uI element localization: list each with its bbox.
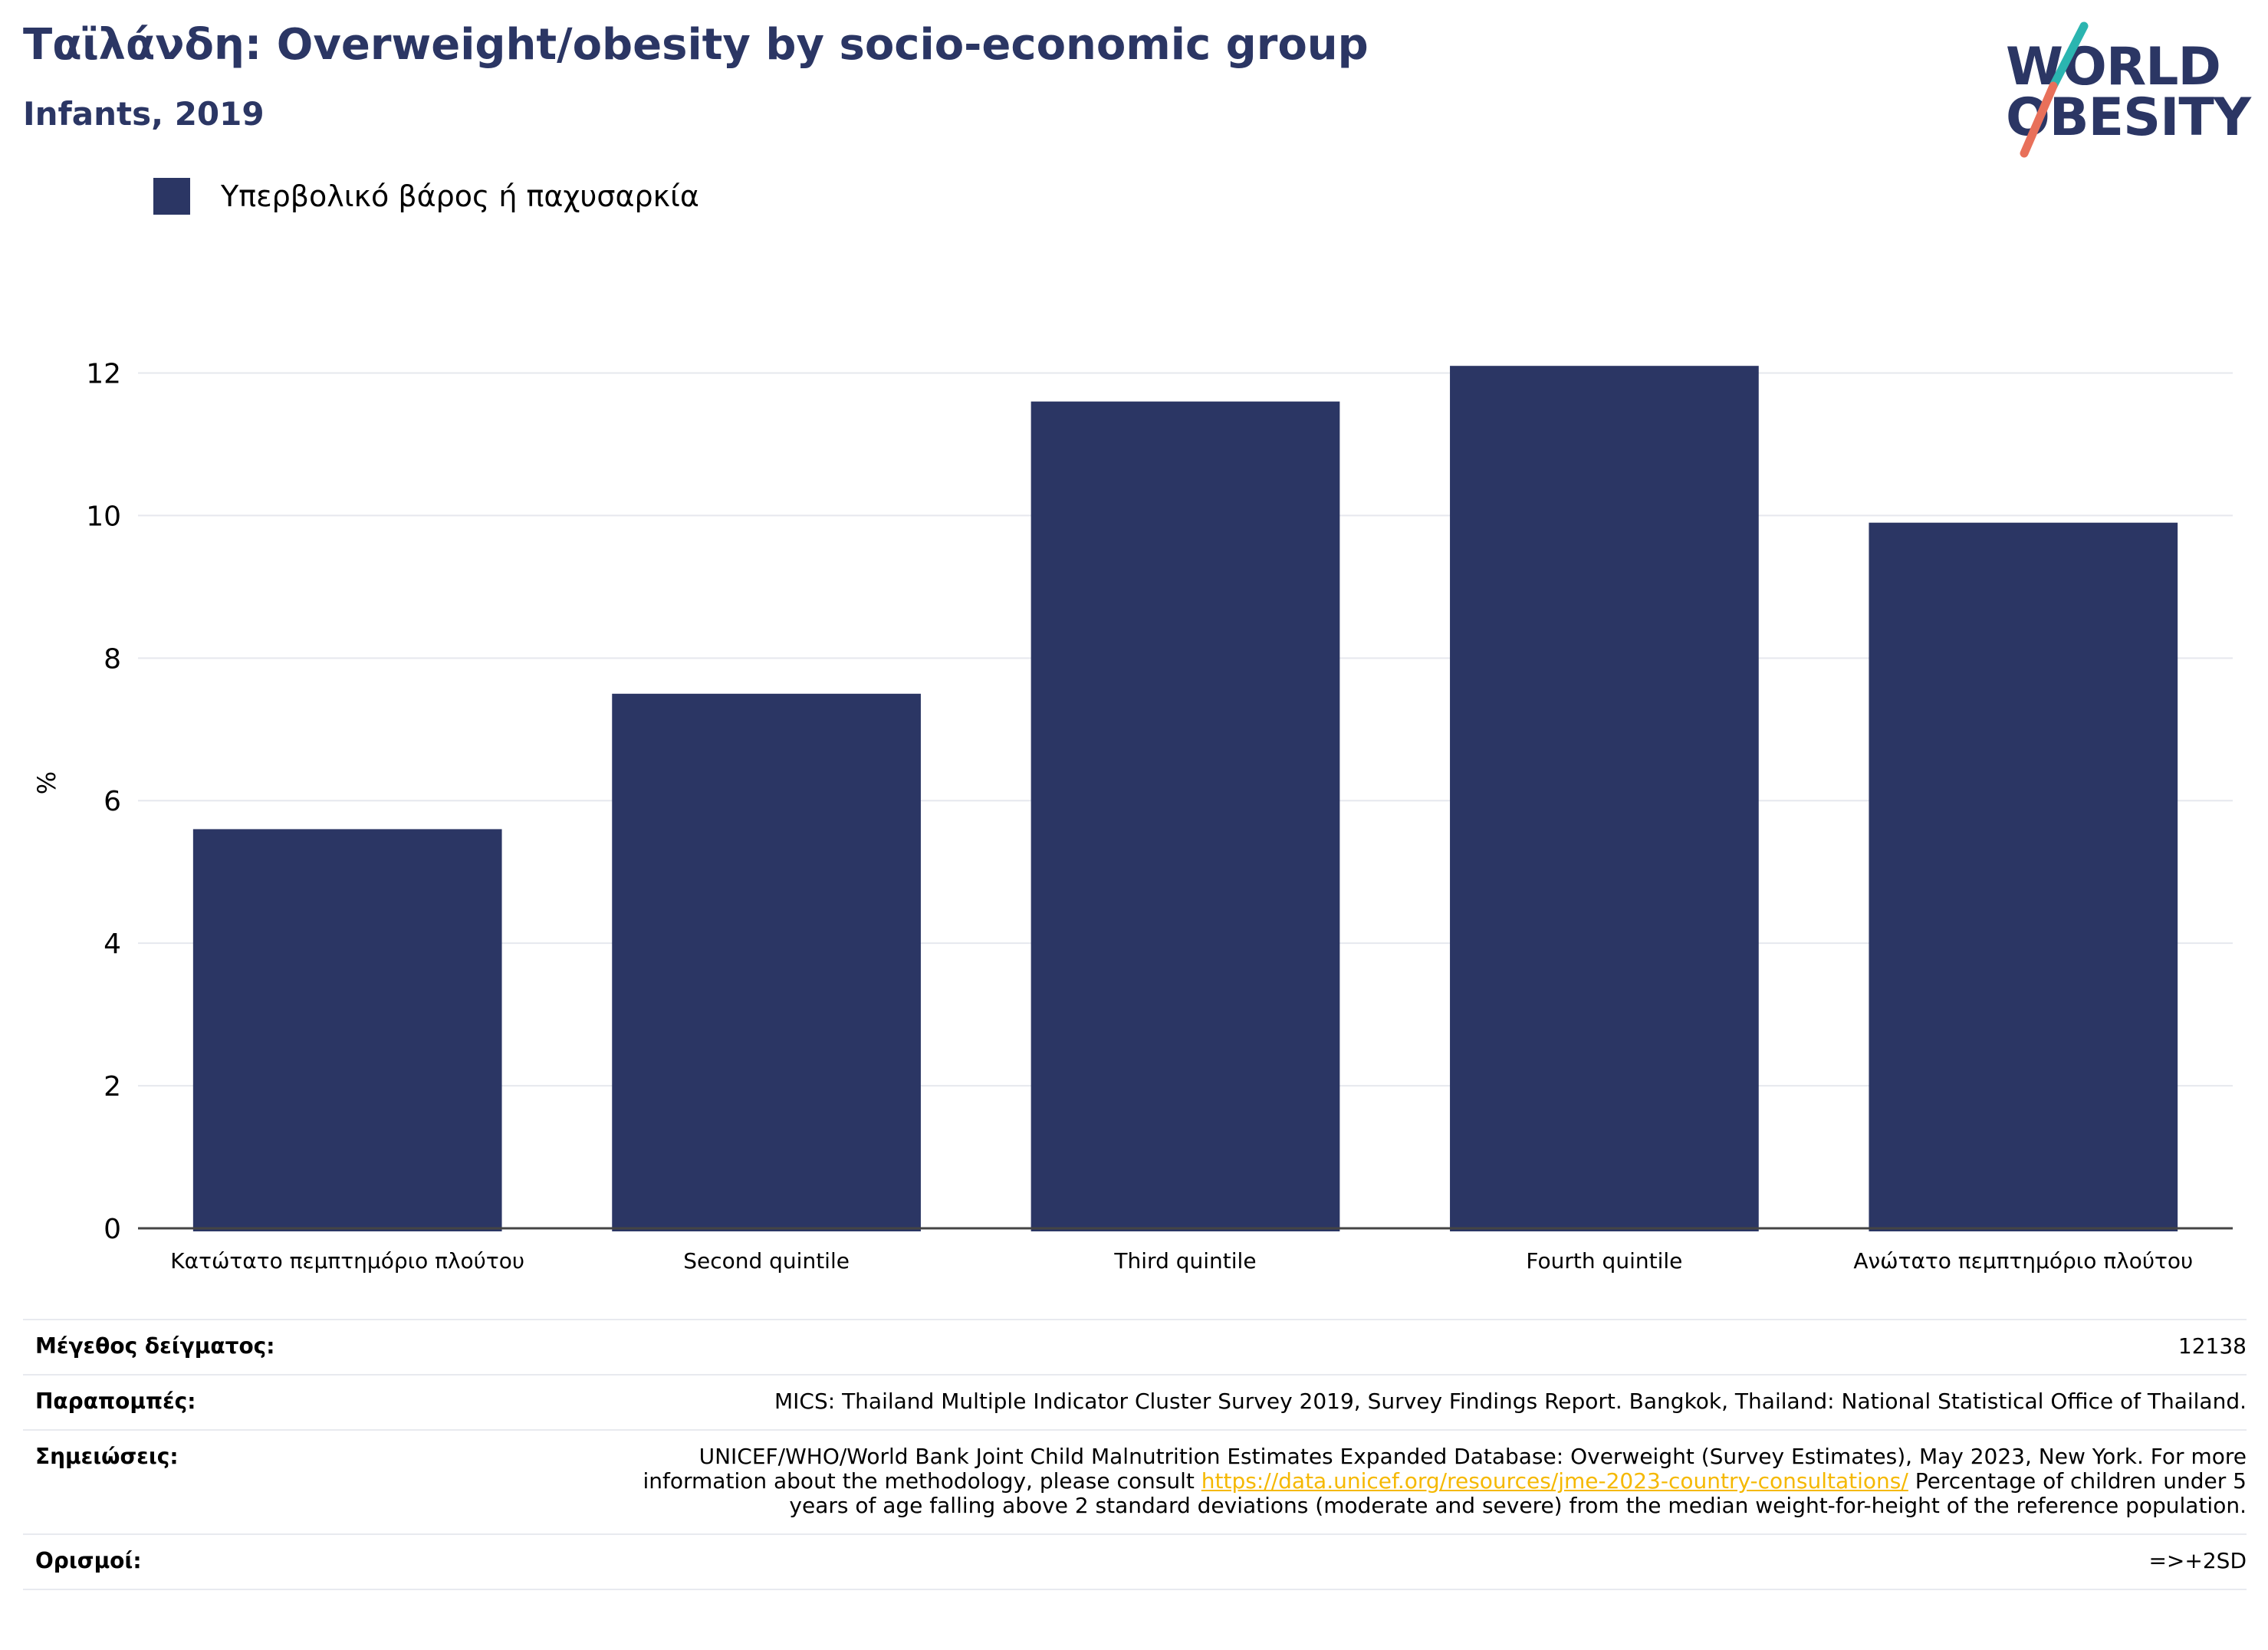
y-axis-label: % xyxy=(32,771,61,794)
notes-text-after: Percentage of children under 5 years of … xyxy=(789,1468,2247,1518)
bar xyxy=(612,693,921,1231)
x-tick-label: Ανώτατο πεμπτημόριο πλούτου xyxy=(1853,1248,2193,1274)
chart-legend: Υπερβολικό βάρος ή παχυσαρκία xyxy=(153,178,699,215)
logo-slash-icon xyxy=(2020,21,2089,158)
y-tick-label: 4 xyxy=(104,929,121,960)
notes-label: Σημειώσεις: xyxy=(35,1444,179,1469)
bar-chart: 0 2 4 6 8 10 12% Κατώτατο πεμπτημόριο πλούτου Se… xyxy=(32,358,2233,1274)
references-value: MICS: Thailand Multiple Indicator Cluste… xyxy=(774,1389,2247,1414)
methodology-link[interactable]: https://data.unicef.org/resources/jme-20… xyxy=(1201,1468,1908,1494)
x-tick-label: Second quintile xyxy=(683,1248,850,1274)
notes-value: UNICEF/WHO/World Bank Joint Child Malnut… xyxy=(636,1445,2247,1518)
info-table: Μέγεθος δείγματος: 12138 Παραπομπές: MIC… xyxy=(23,1319,2247,1590)
info-row-references: Παραπομπές: MICS: Thailand Multiple Indi… xyxy=(23,1374,2247,1429)
definitions-label: Ορισμοί: xyxy=(35,1548,142,1573)
y-tick-label: 12 xyxy=(86,358,121,389)
info-row-notes: Σημειώσεις: UNICEF/WHO/World Bank Joint … xyxy=(23,1429,2247,1533)
chart-subtitle: Infants, 2019 xyxy=(23,95,265,133)
y-tick-label: 0 xyxy=(104,1214,121,1245)
bar xyxy=(1869,522,2178,1231)
info-row-sample-size: Μέγεθος δείγματος: 12138 xyxy=(23,1319,2247,1374)
x-tick-label: Fourth quintile xyxy=(1526,1248,1682,1274)
y-tick-label: 6 xyxy=(104,786,121,817)
chart-title: Ταϊλάνδη: Overweight/obesity by socio-ec… xyxy=(23,20,1369,70)
bar xyxy=(1030,401,1340,1231)
sample-size-label: Μέγεθος δείγματος: xyxy=(35,1333,275,1359)
x-tick-label: Third quintile xyxy=(1113,1248,1256,1274)
bar xyxy=(1450,366,1759,1232)
y-tick-label: 2 xyxy=(104,1071,121,1103)
y-tick-label: 8 xyxy=(104,643,121,675)
y-tick-label: 10 xyxy=(86,501,121,532)
world-obesity-logo: WORLD OBESITY xyxy=(1994,21,2254,159)
references-label: Παραπομπές: xyxy=(35,1389,196,1414)
legend-swatch xyxy=(153,178,190,215)
legend-label: Υπερβολικό βάρος ή παχυσαρκία xyxy=(221,179,699,213)
logo-word-world: WORLD xyxy=(2006,37,2221,97)
x-tick-label: Κατώτατο πεμπτημόριο πλούτου xyxy=(170,1248,524,1274)
sample-size-value: 12138 xyxy=(2178,1333,2247,1359)
bar xyxy=(192,829,502,1231)
info-row-definitions: Ορισμοί: =>+2SD xyxy=(23,1533,2247,1590)
notes-text-before: UNICEF/WHO/World Bank Joint Child Malnut… xyxy=(643,1444,2247,1494)
definitions-value: =>+2SD xyxy=(2148,1548,2247,1573)
